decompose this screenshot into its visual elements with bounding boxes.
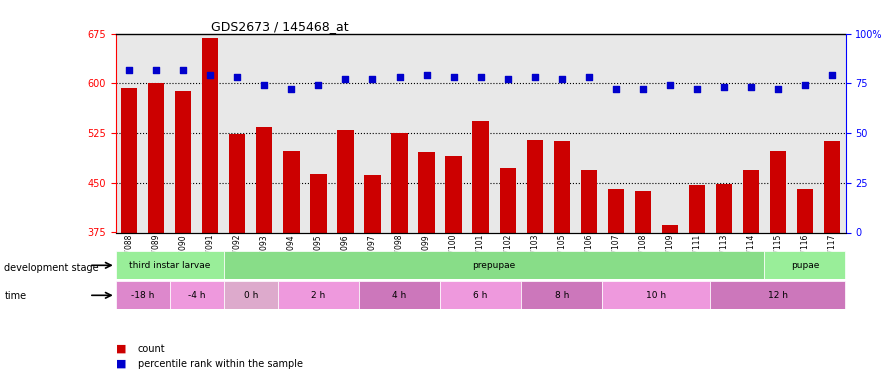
FancyBboxPatch shape — [278, 281, 359, 309]
Point — [500, 76, 514, 82]
Point — [392, 75, 407, 81]
Bar — [230, 135, 246, 375]
Point — [150, 66, 164, 72]
Point — [554, 76, 569, 82]
FancyBboxPatch shape — [440, 281, 522, 309]
Bar — [499, 168, 515, 375]
Bar — [716, 184, 732, 375]
Point — [257, 82, 271, 88]
Text: development stage: development stage — [4, 263, 99, 273]
Point — [609, 86, 623, 92]
Point — [663, 82, 677, 88]
Text: GDS2673 / 145468_at: GDS2673 / 145468_at — [211, 20, 348, 33]
FancyBboxPatch shape — [223, 251, 765, 279]
Text: 8 h: 8 h — [554, 291, 569, 300]
Bar — [580, 170, 597, 375]
FancyBboxPatch shape — [522, 281, 603, 309]
Text: 2 h: 2 h — [312, 291, 326, 300]
Point — [312, 82, 326, 88]
Bar — [364, 175, 381, 375]
Bar — [311, 174, 327, 375]
Bar — [661, 225, 678, 375]
FancyBboxPatch shape — [603, 281, 710, 309]
Point — [338, 76, 352, 82]
Text: pupae: pupae — [791, 261, 819, 270]
Bar — [554, 141, 570, 375]
Bar — [121, 88, 137, 375]
Bar — [256, 127, 272, 375]
Bar — [743, 170, 759, 375]
Bar — [392, 133, 408, 375]
Bar — [527, 140, 543, 375]
Bar — [635, 191, 651, 375]
Point — [231, 75, 245, 81]
Text: third instar larvae: third instar larvae — [129, 261, 210, 270]
Bar — [473, 120, 489, 375]
Text: -18 h: -18 h — [131, 291, 155, 300]
FancyBboxPatch shape — [116, 251, 223, 279]
Text: 12 h: 12 h — [768, 291, 788, 300]
FancyBboxPatch shape — [116, 281, 170, 309]
Text: -4 h: -4 h — [188, 291, 206, 300]
Text: ■: ■ — [116, 359, 126, 369]
Bar — [148, 83, 165, 375]
Point — [284, 86, 298, 92]
Point — [581, 75, 595, 81]
FancyBboxPatch shape — [359, 281, 440, 309]
Bar — [283, 151, 300, 375]
Text: 4 h: 4 h — [392, 291, 407, 300]
FancyBboxPatch shape — [223, 281, 278, 309]
Text: percentile rank within the sample: percentile rank within the sample — [138, 359, 303, 369]
Point — [635, 86, 650, 92]
Bar — [202, 38, 218, 375]
Point — [744, 84, 758, 90]
FancyBboxPatch shape — [170, 281, 223, 309]
Bar — [608, 189, 624, 375]
Point — [366, 76, 380, 82]
Point — [797, 82, 812, 88]
Point — [122, 66, 136, 72]
FancyBboxPatch shape — [765, 251, 846, 279]
Point — [473, 75, 488, 81]
Text: 10 h: 10 h — [646, 291, 667, 300]
Bar — [797, 189, 813, 375]
Point — [203, 72, 217, 78]
Point — [825, 72, 839, 78]
Text: prepupae: prepupae — [473, 261, 515, 270]
Point — [771, 86, 785, 92]
Bar — [770, 151, 786, 375]
Bar — [689, 185, 705, 375]
Bar — [824, 141, 840, 375]
Point — [690, 86, 704, 92]
Point — [176, 66, 190, 72]
Point — [419, 72, 433, 78]
Text: time: time — [4, 291, 27, 301]
Text: ■: ■ — [116, 344, 126, 354]
Text: 0 h: 0 h — [244, 291, 258, 300]
Text: count: count — [138, 344, 166, 354]
Point — [716, 84, 731, 90]
Text: 6 h: 6 h — [473, 291, 488, 300]
Bar — [446, 156, 462, 375]
Bar — [337, 130, 353, 375]
Point — [528, 75, 542, 81]
Bar — [175, 92, 191, 375]
Point — [447, 75, 461, 81]
Bar — [418, 152, 434, 375]
FancyBboxPatch shape — [710, 281, 846, 309]
